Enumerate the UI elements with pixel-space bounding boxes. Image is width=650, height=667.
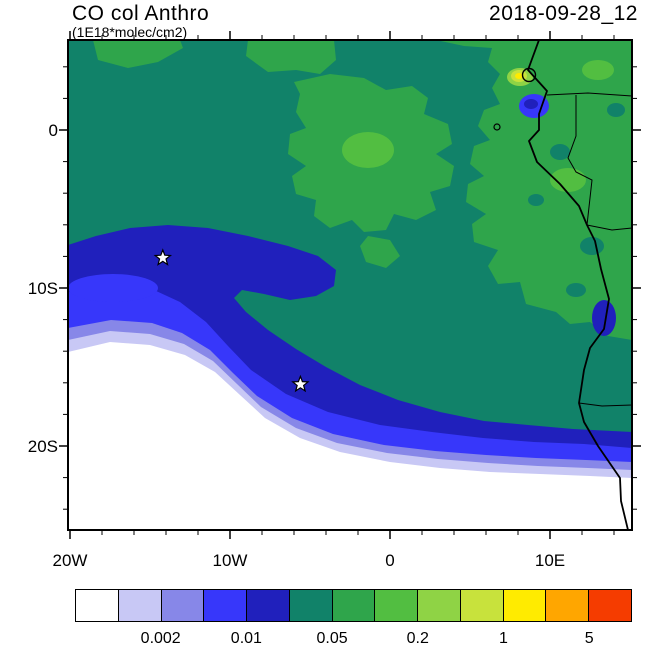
colorbar-cell-11 [546,590,589,621]
coastline [527,40,629,530]
plot-units-label: (1E18*molec/cm2) [72,24,188,40]
colorbar-cell-1 [118,590,161,621]
green-accent [550,168,586,192]
colorbar-tick-label: 5 [584,630,594,647]
green-patch-topleft [93,40,183,68]
station-markers [153,248,310,393]
x-tick-label-10e: 10E [534,551,566,570]
colorbar-tick-label: 1 [499,630,508,647]
colorbar-cell-6 [332,590,375,621]
teal-patch-on-land [550,144,570,160]
colorbar-labels: 0.002 0.01 0.05 0.2 1 5 [75,630,632,650]
colorbar-tick-label: 0.2 [406,630,429,647]
colorbar-cell-10 [503,590,546,621]
colorbar-cell-5 [289,590,332,621]
darkblue-patch-gulf [524,99,538,109]
green-land-africa [436,40,632,340]
teal-patch-on-land [580,237,604,255]
colorbar-cell-4 [247,590,289,621]
teal-patch-on-land [528,194,544,206]
green-plume-tongue [360,236,400,268]
darkblue-patch-benguela [592,300,616,336]
colorbar-cell-0 [76,590,118,621]
x-tick-label-20w: 20W [52,551,88,570]
y-tick-label-20s: 20S [27,437,58,456]
x-tick-label-10w: 10W [212,551,248,570]
blue-arm-core [68,274,158,302]
map-plot [59,31,641,539]
teal-patch-on-land [566,283,586,297]
plot-datetime: 2018-09-28_12 [489,2,638,25]
green-patch-topcenter [246,40,336,74]
colorbar-tick-label: 0.05 [316,630,348,647]
colorbar-cell-8 [418,590,460,621]
teal-patch-on-land [607,103,625,117]
green-accent [342,132,394,168]
colorbar-cell-12 [589,590,631,621]
island-bioko [521,67,537,83]
green-accent [582,60,614,80]
hotspot-core [515,73,523,79]
colorbar-tick-label: 0.01 [230,630,262,647]
colorbar-tick-label: 0.002 [140,630,181,647]
colorbar [75,589,632,622]
white-low-region [68,342,632,530]
y-tick-label-10s: 10S [27,279,58,298]
plot-title: CO col Anthro [72,2,210,25]
colorbar-cell-2 [161,590,204,621]
x-tick-label-0: 0 [385,551,395,570]
colorbar-cell-3 [204,590,247,621]
star-marker [291,374,310,393]
contour-field [68,40,632,530]
colorbar-cell-9 [460,590,503,621]
colorbar-cell-7 [375,590,418,621]
map-frame [67,39,633,531]
star-marker [153,248,173,266]
country-borders [546,92,632,407]
island-saotome [493,123,501,131]
y-tick-label-0: 0 [48,121,58,140]
